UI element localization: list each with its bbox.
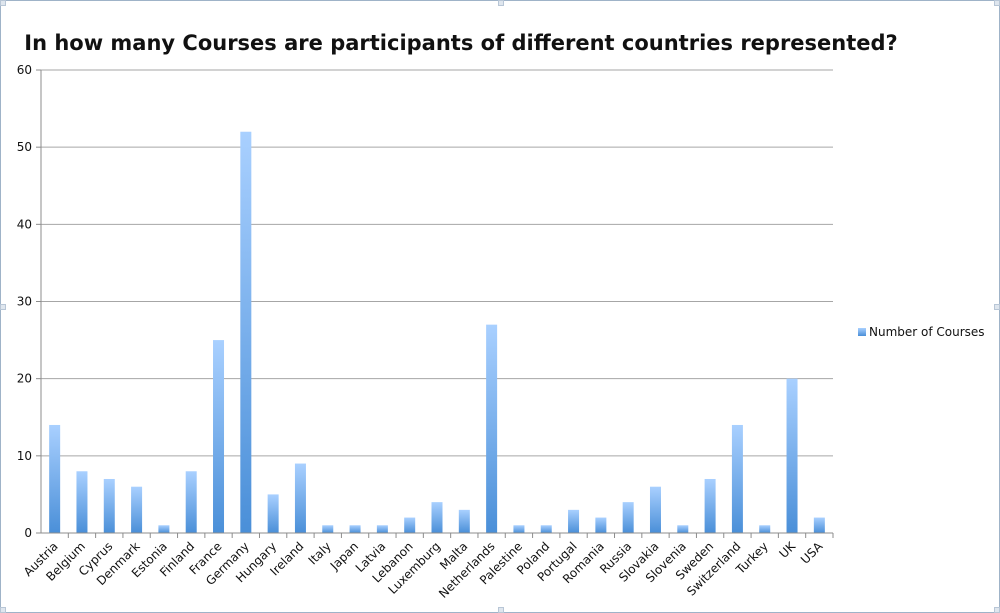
gridlines — [36, 69, 833, 534]
legend: Number of Courses — [858, 325, 985, 339]
bar — [677, 525, 689, 533]
bar — [595, 517, 607, 533]
bar — [431, 502, 443, 533]
bar — [622, 502, 634, 533]
bars — [49, 131, 825, 533]
y-tick-label: 10 — [17, 449, 32, 463]
resize-handle-left[interactable] — [0, 304, 6, 310]
legend-label: Number of Courses — [869, 325, 985, 339]
bar — [404, 517, 416, 533]
bar — [731, 424, 743, 533]
bar — [267, 494, 279, 533]
x-axis-tick-labels: AustriaBelgiumCyprusDenmarkEstoniaFinlan… — [21, 538, 826, 600]
bar — [49, 424, 61, 533]
bar — [513, 525, 525, 533]
bar — [131, 486, 143, 533]
bar — [376, 525, 388, 533]
bar — [649, 486, 661, 533]
bar — [294, 463, 306, 533]
bar — [486, 324, 498, 533]
y-tick-label: 0 — [24, 526, 32, 540]
chart-title: In how many Courses are participants of … — [24, 31, 898, 55]
bar — [76, 471, 88, 533]
bar — [568, 509, 580, 533]
bar — [759, 525, 771, 533]
bar — [322, 525, 334, 533]
bar — [185, 471, 197, 533]
bar — [349, 525, 361, 533]
bar — [704, 478, 716, 533]
y-tick-label: 40 — [17, 217, 32, 231]
bar — [813, 517, 825, 533]
axes — [40, 70, 834, 538]
x-tick-label: UK — [776, 538, 798, 560]
y-tick-label: 60 — [17, 63, 32, 77]
y-tick-label: 50 — [17, 140, 32, 154]
resize-handle-top-left[interactable] — [0, 0, 6, 6]
y-tick-label: 30 — [17, 295, 32, 309]
bar — [240, 131, 252, 533]
bar — [213, 340, 225, 533]
y-axis-tick-labels: 0 10 20 30 40 50 60 — [17, 63, 32, 540]
y-tick-label: 20 — [17, 372, 32, 386]
bar — [458, 509, 470, 533]
bar — [158, 525, 170, 533]
bar — [540, 525, 552, 533]
legend-swatch — [858, 328, 866, 336]
resize-handle-top[interactable] — [498, 0, 504, 6]
bar — [103, 478, 115, 533]
bar — [786, 378, 798, 533]
x-tick-label: USA — [798, 539, 826, 567]
